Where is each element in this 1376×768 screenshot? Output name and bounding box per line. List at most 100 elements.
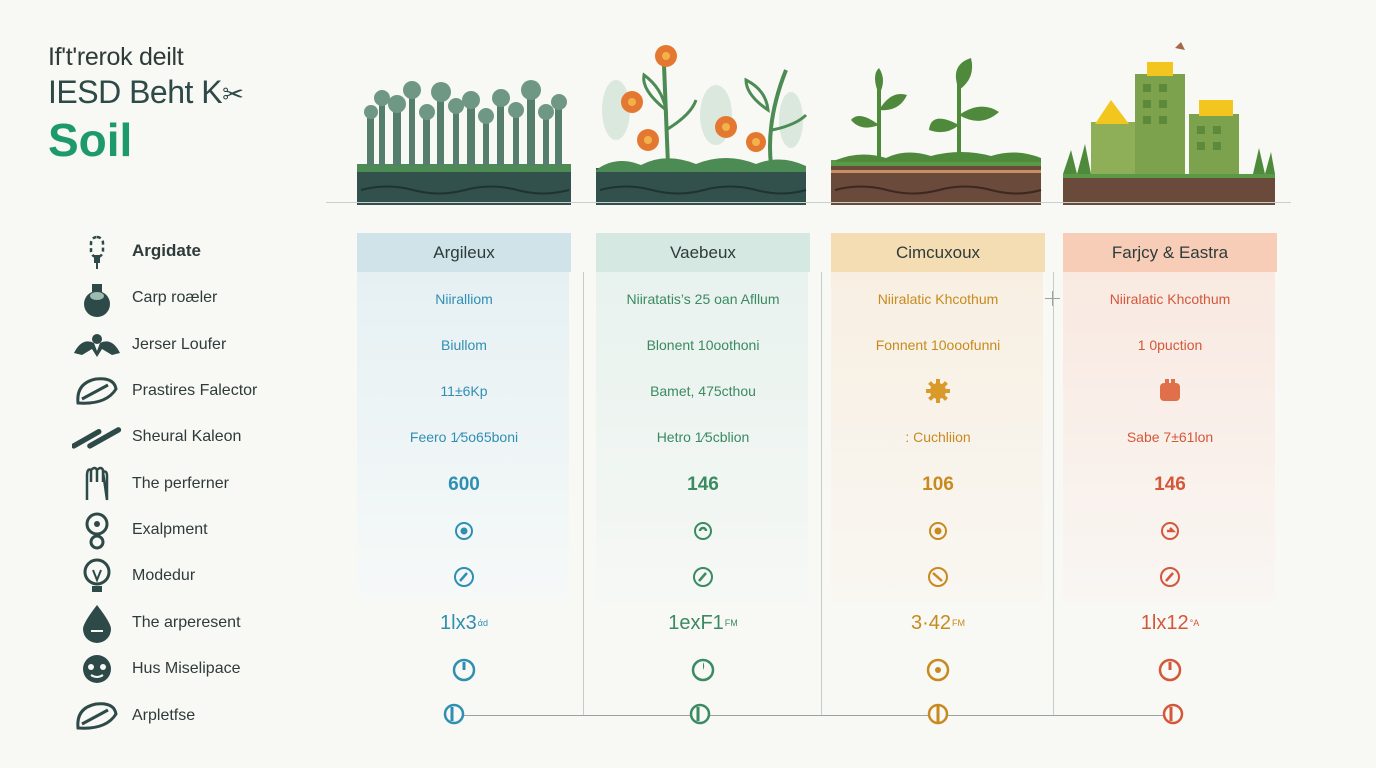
column-divider: [821, 272, 822, 716]
flowers-icon: [596, 45, 808, 205]
forest-icon: [357, 80, 571, 205]
row-label-text: Sheural Kaleon: [132, 428, 242, 445]
table-cell: 106: [922, 474, 954, 495]
row-label-text: Arpletfse: [132, 707, 196, 724]
table-cell: 3·42 FM: [831, 608, 1045, 638]
table-cell: 1 0puction: [1137, 337, 1203, 353]
page-title: If't'rerok deilt IESD Beht K✂ Soil: [48, 42, 244, 166]
table-cell: 11±6Kp: [440, 383, 488, 399]
measure-unit: άd: [477, 618, 488, 628]
column-bg-3: [831, 272, 1043, 602]
title-line-2-mark-icon: ✂: [222, 79, 244, 109]
table-cell: 600: [448, 474, 480, 495]
bulb-icon: [72, 556, 122, 596]
row-label: Exalpment: [72, 510, 312, 550]
table-cell: Niiralatic Khcothum: [877, 291, 999, 307]
row-label: Sheural Kaleon: [72, 417, 312, 457]
face-icon: [72, 649, 122, 689]
table-cell: Biullom: [441, 337, 487, 353]
column-divider: [583, 272, 584, 716]
glove-icon: [72, 464, 122, 504]
measure-value: 1exF1: [668, 611, 724, 634]
table-cell: Feero 1⁄5o65boni: [409, 429, 519, 445]
measure-unit: FM: [724, 618, 738, 628]
title-line-1: If't'rerok deilt: [48, 43, 184, 71]
title-line-2: IESD Beht K✂: [48, 72, 244, 114]
measure-value: 1lx3: [440, 611, 477, 634]
row-label-text: Argidate: [132, 241, 201, 260]
gauge-icon: [1063, 562, 1277, 592]
row-label: Jerser Loufer: [72, 325, 312, 365]
table-cell: : Cuchliion: [905, 429, 971, 445]
column-header-1: Argileux: [357, 233, 571, 272]
header-divider: [326, 202, 1291, 203]
gauge-icon: [831, 562, 1045, 592]
timer-icon: [1063, 655, 1277, 685]
timer-icon: [596, 655, 810, 685]
column-header-4: Farjcy & Eastra: [1063, 233, 1277, 272]
target-icon: [831, 516, 1045, 546]
sack-icon: [72, 278, 122, 318]
roots-icon: [72, 417, 122, 457]
half-circle-icon: [347, 699, 561, 729]
table-cell: 1lx12 °A: [1063, 608, 1277, 638]
column-header-2: Vaebeux: [596, 233, 810, 272]
row-label: The perferner: [72, 464, 312, 504]
row-label-text: The arperesent: [132, 614, 241, 631]
timer-icon: [831, 655, 1045, 685]
row-label: Modedur: [72, 556, 312, 596]
column-bg-1: [357, 272, 569, 602]
table-cell: 146: [1154, 474, 1186, 495]
row-label: Argidate: [72, 231, 312, 271]
table-cell: 1exF1 FM: [596, 608, 810, 638]
title-line-2-text: IESD Beht K: [48, 74, 223, 110]
title-line-3: Soil: [48, 114, 133, 166]
row-label-text: Hus Miselipace: [132, 660, 241, 677]
plus-icon: [1045, 291, 1060, 306]
table-cell: Hetro 1⁄5cblion: [656, 429, 750, 445]
table-cell: Bamet, 475cthou: [650, 383, 756, 399]
seedlings-icon: [831, 58, 1042, 205]
table-cell: Fonnent 10ooofunni: [875, 337, 1001, 353]
column-bg-4: [1063, 272, 1275, 602]
timer-icon: [357, 655, 571, 685]
row-label: Arpletfse: [72, 696, 312, 736]
table-cell: Niiralliom: [435, 291, 493, 307]
table-cell: 1lx3 άd: [357, 608, 571, 638]
house-icon: [1063, 376, 1277, 406]
probe-icon: [72, 510, 122, 550]
leaf-hand-icon: [72, 371, 122, 411]
table-cell: Niiratatis’s 25 oan Afllum: [626, 291, 780, 307]
column-header-3: Cimcuxoux: [831, 233, 1045, 272]
row-label-text: Jerser Loufer: [132, 336, 227, 353]
half-circle-icon: [593, 699, 807, 729]
target-icon: [357, 516, 571, 546]
measure-unit: °A: [1189, 618, 1200, 628]
table-cell: 146: [687, 474, 719, 495]
column-bg-2: [596, 272, 808, 602]
table-cell: Sabe 7±61lon: [1126, 429, 1214, 445]
row-label-text: Carp roæler: [132, 289, 218, 306]
measure-value: 1lx12: [1140, 611, 1189, 634]
city-icon: [1063, 42, 1275, 205]
row-label: Prastires Falector: [72, 371, 312, 411]
gauge-icon: [357, 562, 571, 592]
row-label-text: Modedur: [132, 567, 196, 584]
hands-icon: [72, 325, 122, 365]
footer-divider: [455, 715, 1175, 716]
table-cell: Blonent 10oothoni: [646, 337, 760, 353]
half-circle-icon: [1066, 699, 1280, 729]
drop-icon: [72, 603, 122, 643]
column-divider: [1053, 272, 1054, 716]
target-icon: [596, 516, 810, 546]
half-circle-icon: [831, 699, 1045, 729]
row-label: Hus Miselipace: [72, 649, 312, 689]
measure-unit: FM: [952, 618, 966, 628]
row-label: The arperesent: [72, 603, 312, 643]
target-icon: [1063, 516, 1277, 546]
row-label-text: The perferner: [132, 475, 229, 492]
row-label-text: Prastires Falector: [132, 382, 258, 399]
row-label: Carp roæler: [72, 278, 312, 318]
plug-icon: [72, 231, 122, 271]
table-cell: Niiralatic Khcothum: [1109, 291, 1231, 307]
